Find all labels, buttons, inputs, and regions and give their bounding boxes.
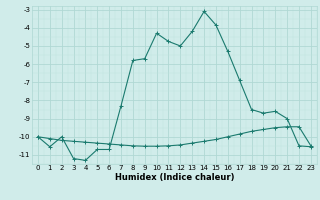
X-axis label: Humidex (Indice chaleur): Humidex (Indice chaleur) [115, 173, 234, 182]
